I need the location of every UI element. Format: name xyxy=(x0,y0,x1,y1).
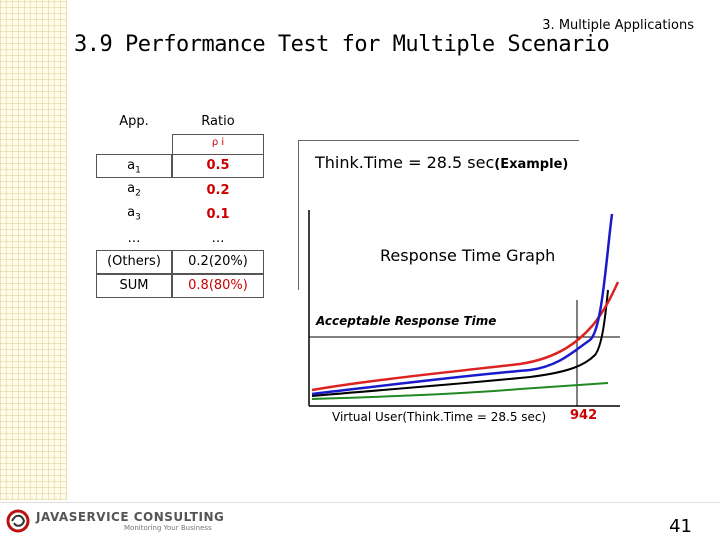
logo-swirl-icon xyxy=(6,509,30,533)
acceptable-response-label: Acceptable Response Time xyxy=(316,314,497,328)
app-cell: a3 xyxy=(127,205,141,223)
ratio-table: App. Ratio ρ i a1 0.5 a2 0.2 a3 0.1 … … … xyxy=(96,108,264,298)
think-time-box: Think.Time = 28.5 sec(Example) xyxy=(298,140,579,185)
series-red-curve xyxy=(311,281,620,392)
table-header: App. Ratio xyxy=(96,108,264,134)
header-ratio: Ratio xyxy=(201,113,235,129)
series-blue-curve xyxy=(311,213,614,396)
footer-divider xyxy=(0,502,720,503)
rho-symbol: ρ i xyxy=(172,134,264,154)
app-cell: (Others) xyxy=(96,250,172,274)
table-row: a1 0.5 xyxy=(96,154,264,178)
x-axis-label: Virtual User(Think.Time = 28.5 sec) xyxy=(332,410,547,424)
box-left-edge xyxy=(298,184,299,290)
decorative-grid-strip xyxy=(0,0,67,500)
table-row: (Others) 0.2(20%) xyxy=(96,250,264,274)
app-cell: SUM xyxy=(96,274,172,298)
ratio-cell: 0.5 xyxy=(172,154,264,178)
series-black-curve xyxy=(311,289,609,397)
logo-text: JAVASERVICE CONSULTING xyxy=(36,510,225,524)
table-row: a3 0.1 xyxy=(96,202,264,226)
think-time-example: (Example) xyxy=(494,157,569,172)
think-time-text: Think.Time = 28.5 sec xyxy=(315,153,495,172)
response-time-graph xyxy=(308,210,620,407)
app-cell: … xyxy=(127,230,141,246)
rho-row: ρ i xyxy=(96,134,264,154)
logo-subtitle: Monitoring Your Business xyxy=(124,524,212,532)
ratio-cell: 0.8(80%) xyxy=(172,274,264,298)
table-row: SUM 0.8(80%) xyxy=(96,274,264,298)
graph-title: Response Time Graph xyxy=(380,246,556,265)
table-row: a2 0.2 xyxy=(96,178,264,202)
page-number: 41 xyxy=(669,516,692,537)
ratio-cell: 0.1 xyxy=(206,206,230,222)
app-cell: a1 xyxy=(96,154,172,178)
page-title: 3.9 Performance Test for Multiple Scenar… xyxy=(74,32,610,57)
section-label: 3. Multiple Applications xyxy=(542,18,694,33)
header-app: App. xyxy=(119,113,149,129)
ratio-cell: … xyxy=(211,230,225,246)
app-cell: a2 xyxy=(127,181,141,199)
ratio-cell: 0.2 xyxy=(206,182,230,198)
x-marker-label: 942 xyxy=(570,408,598,423)
series-green-curve xyxy=(311,382,609,400)
ratio-cell: 0.2(20%) xyxy=(172,250,264,274)
company-logo: JAVASERVICE CONSULTING Monitoring Your B… xyxy=(6,506,224,536)
table-row: … … xyxy=(96,226,264,250)
